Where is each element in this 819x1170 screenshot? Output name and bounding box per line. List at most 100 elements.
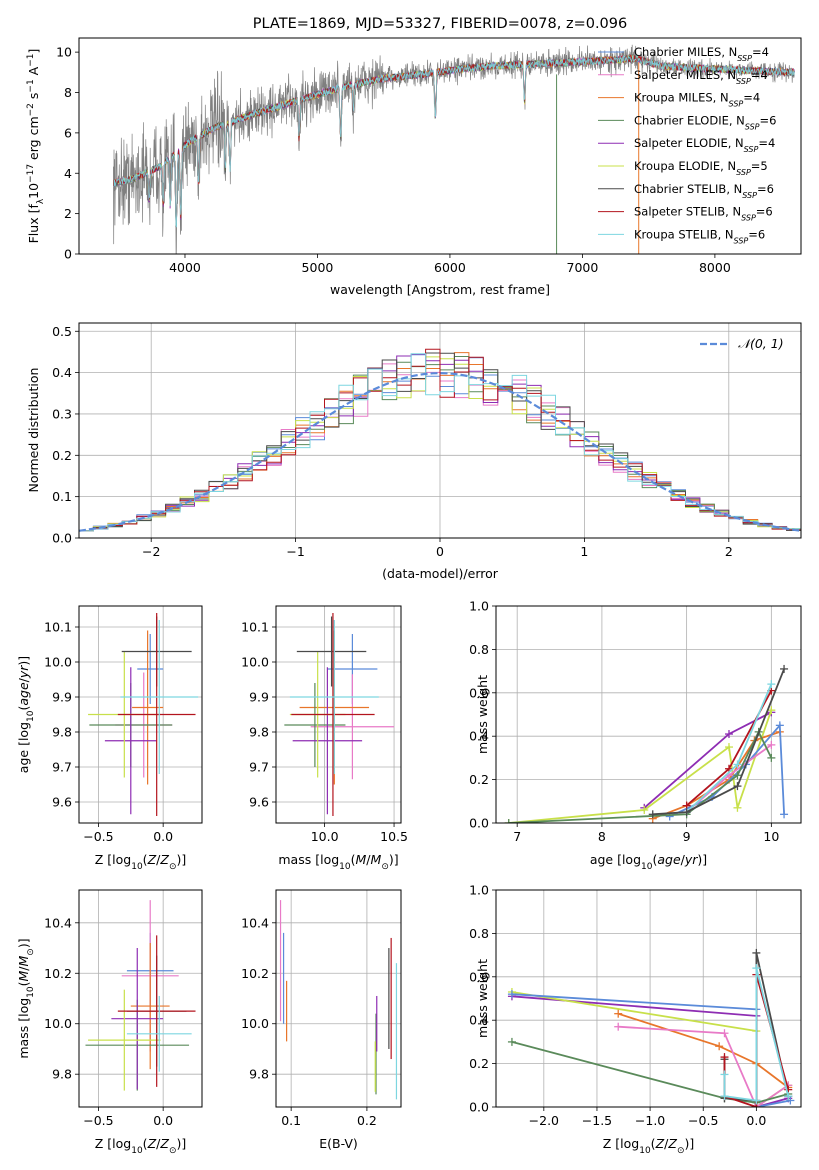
plot-area [79,348,801,538]
label-part: ⊙ [169,862,177,872]
legend-sub: SSP [744,145,759,154]
y-tick-label: 9.7 [249,760,269,775]
y-tick-label: 0.3 [52,406,72,421]
axes-frame [275,605,402,824]
y-tick-label: 9.8 [52,1067,72,1082]
y-axis-label: age [log10(age/yr)] [16,656,36,773]
label-part: Z [ [95,852,112,867]
x-tick-label: 0.0 [153,829,173,844]
plot-area [284,613,395,816]
y-tick-label: 10.4 [241,915,269,930]
legend-text: =5 [751,159,768,173]
label-part: age [657,852,681,867]
y-tick-label: 10.0 [241,1016,269,1031]
legend-label-chabrier_miles: Chabrier MILES, NSSP=4 [634,45,769,63]
weight-line-salpeter_miles [618,1025,789,1107]
y-tick-label: 10.1 [44,620,72,635]
label-part: Z [655,1136,665,1151]
y-tick-label: 0.8 [469,642,489,657]
legend-sub: SSP [737,54,752,63]
x-tick-label: 2 [725,544,733,559]
label-part: ( [16,982,31,987]
y-tick-label: 9.9 [249,690,269,705]
x-tick-label: 0 [436,544,444,559]
legend-text: =4 [743,91,760,105]
label-part: log [112,852,131,867]
plot-area [85,900,196,1091]
label-part: mass [ [16,1017,31,1059]
plot-area [507,948,795,1107]
x-tick-label: 5000 [302,260,334,275]
weight-line-chabrier_elodie [511,1041,789,1104]
y-tick-label: 1.0 [469,599,489,614]
y-tick-label: 0.4 [469,729,489,744]
x-tick-label: 1 [580,544,588,559]
label-part: A [26,66,41,79]
label-part: log [16,998,31,1017]
label-part: / [156,1136,161,1151]
x-tick-label: 7000 [567,260,599,275]
label-part: log [16,722,31,741]
label-part: Z [147,1136,157,1151]
x-tick-label: −2.0 [529,1113,559,1128]
label-part: 10 [26,710,36,722]
y-tick-label: 0.5 [52,324,72,339]
label-part: M [356,852,367,867]
label-part: Z [147,852,157,867]
label-part: )] [684,1136,694,1151]
x-tick-label: −0.5 [688,1113,718,1128]
x-tick-label: 6000 [434,260,466,275]
weight-line-chabrier_stelib [652,668,785,816]
label-part: Z [ [603,1136,620,1151]
x-axis-label: E(B-V) [319,1136,358,1151]
label-part: M [16,955,31,966]
label-part: erg cm [26,116,41,164]
label-part: age [ [16,741,31,773]
y-tick-label: 9.6 [52,795,72,810]
axes-frame [78,605,203,824]
label-part: mass [ [278,852,320,867]
legend-text: Kroupa MILES, N [634,91,729,105]
label-part: M [16,971,31,982]
y-tick-label: 6 [64,125,72,140]
legend-sub: SSP [741,213,756,222]
legend-text: =4 [758,136,775,150]
y-tick-label: 0.2 [469,772,489,787]
y-tick-label: 4 [64,166,72,181]
x-tick-label: −1.0 [635,1113,665,1128]
label-part: −1 [26,79,36,92]
x-tick-label: 0.0 [746,1113,766,1128]
x-tick-label: 7 [513,829,521,844]
legend-label-normal: 𝒩(0, 1) [738,336,784,351]
label-part: M [371,852,382,867]
y-tick-label: 0.4 [52,365,72,380]
label-part: yr [16,665,31,679]
label-part: 10 [26,986,36,998]
legend-sub: SSP [742,190,757,199]
y-tick-label: 9.6 [249,795,269,810]
label-part: 10 [26,183,41,199]
y-tick-label: 0.6 [469,685,489,700]
legend-text: =6 [748,227,765,241]
label-part: log [320,852,339,867]
y-tick-label: 9.8 [249,725,269,740]
x-tick-label: 9 [683,829,691,844]
y-tick-label: 0.1 [52,489,72,504]
legend-text: Chabrier ELODIE, N [634,113,745,127]
y-tick-label: 10.2 [241,966,269,981]
x-tick-label: 10.0 [311,829,339,844]
x-tick-label: 0.2 [357,1113,377,1128]
legend-sub: SSP [736,76,751,85]
label-part: s [26,93,41,104]
legend-sub: SSP [736,168,751,177]
label-part: −1 [26,54,36,67]
x-tick-label: 10.5 [380,829,408,844]
label-part: ⊙ [677,1146,685,1156]
panel-4: 10.0 10.5 9.6 9.7 9.8 9.9 10.0 10.1 mass [log10(… [241,605,408,872]
label-part: ( [351,852,356,867]
label-part: Z [667,1136,677,1151]
label-part: )] [389,852,399,867]
label-part: )] [176,852,186,867]
